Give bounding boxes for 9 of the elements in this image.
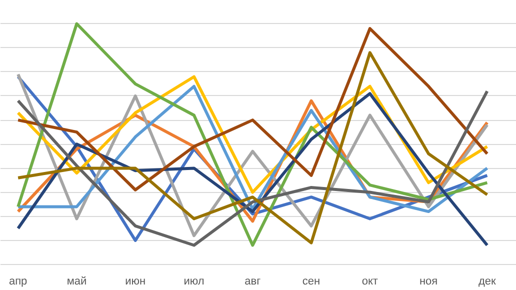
x-tick-label: дек bbox=[478, 276, 496, 288]
x-tick-label: окт bbox=[362, 276, 378, 288]
x-tick-label: апр bbox=[8, 276, 28, 288]
x-tick-label: июн bbox=[125, 276, 146, 288]
x-tick-label: июл bbox=[184, 276, 204, 288]
x-tick-label: авг bbox=[244, 276, 261, 288]
x-tick-label: сен bbox=[302, 276, 320, 288]
x-tick-label: май bbox=[66, 276, 87, 288]
x-tick-label: ноя bbox=[419, 276, 438, 288]
